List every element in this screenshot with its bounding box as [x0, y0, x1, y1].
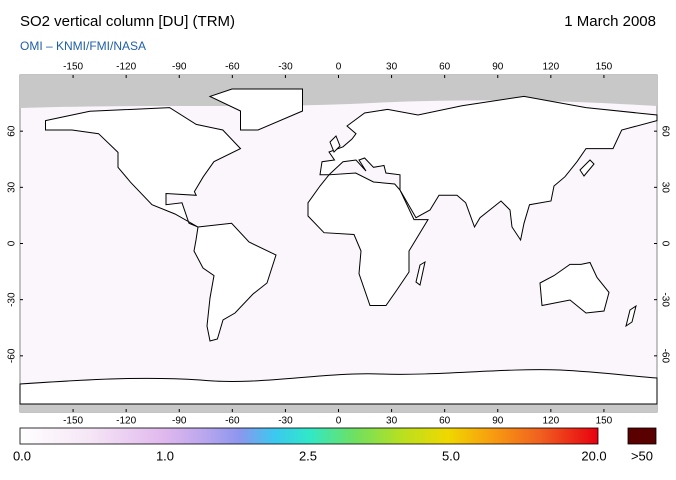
colorbar-labels: 0.0 1.0 2.5 5.0 20.0 >50 [13, 448, 653, 463]
polar-night-south [20, 404, 657, 412]
x-tick-label-top: 0 [336, 62, 342, 73]
new-zealand [625, 304, 637, 328]
y-tick-label-right: -60 [659, 349, 670, 364]
y-tick-label-right: -30 [659, 292, 670, 307]
south-america [193, 222, 277, 342]
x-tick-label-bottom: -150 [63, 416, 83, 427]
map [19, 74, 658, 413]
date: 1 March 2008 [564, 13, 656, 30]
x-tick-label-top: -150 [63, 62, 83, 73]
colorbar-label: 5.0 [442, 448, 460, 463]
x-tick-label-bottom: 90 [492, 416, 504, 427]
x-tick-label-bottom: -120 [116, 416, 136, 427]
colorbar-label: 1.0 [156, 448, 174, 463]
y-tick-label-left: -60 [7, 348, 18, 363]
eurasia [319, 95, 658, 242]
africa [307, 172, 429, 306]
x-tick-label-bottom: 150 [596, 416, 613, 427]
x-tick-label-top: 30 [386, 62, 398, 73]
uk [329, 135, 341, 153]
colorbar-overflow [627, 427, 657, 445]
y-tick-label-left: 0 [7, 240, 18, 246]
north-america [45, 107, 242, 228]
x-tick-label-top: 90 [492, 62, 504, 73]
y-tick-label-left: -30 [7, 292, 18, 307]
greenland [208, 88, 303, 131]
x-tick-label-top: 120 [542, 62, 559, 73]
x-tick-label-bottom: 120 [542, 416, 559, 427]
x-tick-label-top: 60 [439, 62, 451, 73]
colorbar-label: 2.5 [299, 448, 317, 463]
y-tick-label-right: 30 [659, 182, 670, 194]
x-tick-label-top: 150 [596, 62, 613, 73]
y-tick-label-right: 0 [659, 241, 670, 247]
antarctica [19, 369, 658, 405]
madagascar [415, 260, 426, 286]
x-tick-label-bottom: 60 [439, 416, 451, 427]
subtitle: OMI – KNMI/FMI/NASA [20, 39, 146, 53]
x-tick-label-top: -90 [172, 62, 187, 73]
x-tick-label-top: -30 [278, 62, 293, 73]
japan [579, 159, 595, 177]
colorbar [19, 427, 599, 445]
colorbar-overflow-label: >50 [631, 448, 653, 463]
y-tick-label-right: 60 [659, 126, 670, 138]
y-tick-label-left: 30 [7, 181, 18, 193]
title: SO2 vertical column [DU] (TRM) [20, 13, 235, 30]
y-tick-label-left: 60 [7, 125, 18, 137]
x-tick-label-bottom: 30 [386, 416, 398, 427]
x-tick-label-top: -60 [225, 62, 240, 73]
x-tick-label-top: -120 [116, 62, 136, 73]
colorbar-label: 20.0 [581, 448, 606, 463]
x-tick-label-bottom: -90 [172, 416, 187, 427]
australia [539, 261, 610, 314]
map-ticks: -150 -150 -120 -120 -90 -90 -60 -60 -30 -30 0 0 30 30… [7, 62, 671, 427]
x-tick-label-bottom: -30 [278, 416, 293, 427]
colorbar-label: 0.0 [13, 448, 31, 463]
x-tick-label-bottom: 0 [336, 416, 342, 427]
x-tick-label-bottom: -60 [225, 416, 240, 427]
polar-night [20, 75, 657, 108]
